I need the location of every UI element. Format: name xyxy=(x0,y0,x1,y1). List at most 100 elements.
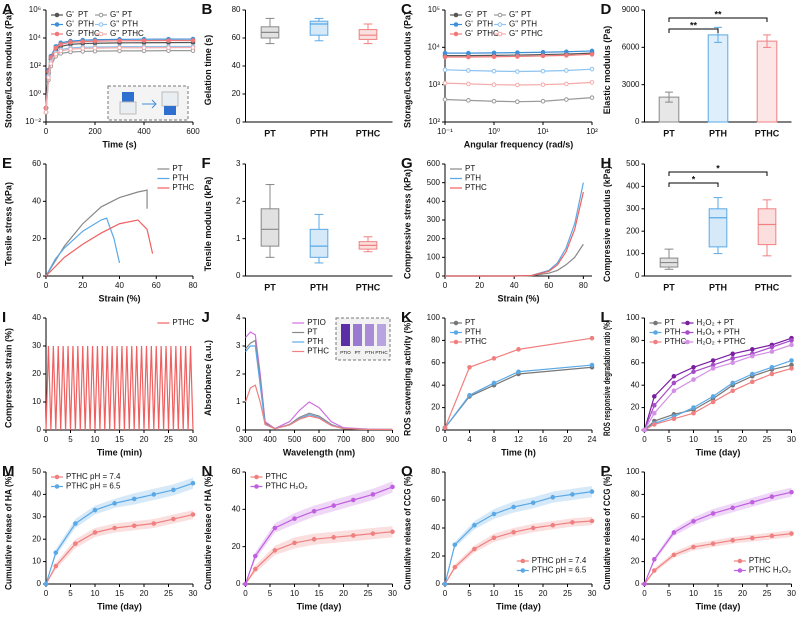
box xyxy=(309,228,329,258)
legend-label: PTHC xyxy=(78,29,100,38)
x-tick-label: 40 xyxy=(115,281,124,290)
x-tick-label: 5 xyxy=(68,435,73,444)
point xyxy=(491,511,497,517)
legend-marker xyxy=(497,31,503,37)
x-tick-label: 80 xyxy=(579,281,588,290)
x-tick-label: 0 xyxy=(642,589,647,598)
panel: I Compressive strain (%) 0 10 20 30 40 Time (mi… xyxy=(2,309,198,457)
inset-photo-a xyxy=(107,85,189,121)
x-tick-label: PTHC xyxy=(356,282,381,292)
legend-label: PTHC pH = 7.4 xyxy=(532,556,587,565)
point xyxy=(442,581,448,587)
x-tick-label: 20 xyxy=(339,589,348,598)
y-tick-label: 3 xyxy=(236,341,241,350)
inset-label: PTH xyxy=(365,350,374,355)
x-tick-label: 10² xyxy=(586,127,598,136)
bar xyxy=(707,34,729,123)
x-tick-label: PTHC xyxy=(755,128,780,138)
x-tick-label: 600 xyxy=(186,127,200,136)
legend-label: PTHC xyxy=(665,337,687,346)
x-axis-label: Time (day) xyxy=(696,601,741,611)
point xyxy=(390,484,395,490)
x-tick-label: 10⁰ xyxy=(488,127,500,136)
point xyxy=(80,46,86,51)
point xyxy=(467,392,472,398)
panel: F Tensile modulus (kPa) 0 1 2 3 PT PTH PTHC xyxy=(202,155,393,292)
legend-marker xyxy=(685,339,690,345)
y-tick-label: 500 xyxy=(626,159,640,168)
point xyxy=(710,541,716,546)
y-axis-label: Compressive modulus (kPa) xyxy=(602,166,612,282)
point xyxy=(540,68,546,74)
point xyxy=(750,371,755,377)
x-tick-label: 10 xyxy=(689,435,698,444)
y-tick-label: 40 xyxy=(232,504,241,513)
point xyxy=(452,542,458,548)
point xyxy=(671,373,677,379)
x-tick-label: 10 xyxy=(91,589,100,598)
x-axis-label: Time (day) xyxy=(496,601,541,611)
legend-label: H₂O₂ + PTHC xyxy=(697,337,746,346)
legend-marker xyxy=(453,31,459,37)
x-tick-label: PT xyxy=(264,128,276,138)
point xyxy=(53,550,59,555)
series-line xyxy=(45,345,194,431)
x-tick-label: 4 xyxy=(467,435,472,444)
point xyxy=(92,45,98,51)
point xyxy=(370,531,376,536)
point xyxy=(671,416,677,422)
point xyxy=(491,54,497,60)
panel: J Absorbance (a.u.) 0 1 2 3 4 Wavelength (nm) 30… xyxy=(202,309,400,457)
point xyxy=(589,362,595,368)
point xyxy=(48,61,54,66)
point xyxy=(58,48,64,54)
y-tick-label: 10⁶ xyxy=(29,5,41,14)
vial xyxy=(365,324,374,346)
panel-label: H xyxy=(601,155,612,172)
x-tick-label: 15 xyxy=(714,435,723,444)
legend-marker xyxy=(685,330,690,335)
legend-marker xyxy=(54,12,60,18)
x-tick-label: 10⁻¹ xyxy=(437,127,453,136)
point xyxy=(540,98,546,104)
box xyxy=(757,208,777,246)
legend-label: H₂O₂ + PTH xyxy=(697,328,741,337)
point xyxy=(53,51,59,57)
series-line xyxy=(45,46,194,113)
point xyxy=(370,492,376,497)
y-tick-label: 30 xyxy=(32,512,41,521)
y-axis-label: Cumulative release of HA (%) xyxy=(3,474,13,590)
y-tick-label: 300 xyxy=(626,204,640,213)
y-tick-label: 80 xyxy=(232,5,241,14)
point xyxy=(515,69,520,74)
x-axis-label: Time (h) xyxy=(501,447,536,457)
legend-label: PT xyxy=(78,10,88,19)
x-axis-label: Wavelength (nm) xyxy=(283,447,355,457)
y-axis-label: ROS responsive degradation ratio (%) xyxy=(602,320,612,436)
error-band xyxy=(644,487,792,584)
y-axis-label: Gelation time (s) xyxy=(203,35,213,106)
x-tick-label: 5 xyxy=(68,589,73,598)
point xyxy=(730,356,736,361)
legend-label: PT xyxy=(465,164,475,173)
point xyxy=(292,516,297,521)
legend-marker xyxy=(453,320,459,326)
y-tick-label: 2 xyxy=(236,196,241,205)
point xyxy=(769,533,775,539)
y-tick-label: 0 xyxy=(436,579,441,588)
y-tick-label: 60 xyxy=(32,159,41,168)
x-tick-label: 8 xyxy=(492,435,497,444)
point xyxy=(112,501,117,506)
vial xyxy=(161,91,179,107)
y-tick-label: 500 xyxy=(427,178,441,187)
point xyxy=(351,497,356,503)
point xyxy=(491,380,497,386)
error-band xyxy=(46,510,193,584)
point xyxy=(516,369,521,375)
